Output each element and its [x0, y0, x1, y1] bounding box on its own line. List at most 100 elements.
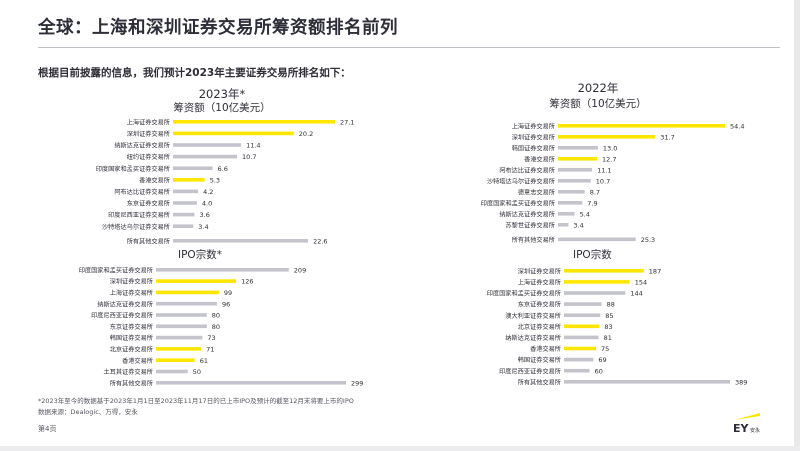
logo-text: EY — [733, 422, 750, 434]
bar — [156, 335, 203, 340]
bar — [156, 347, 202, 351]
value-label: 6.6 — [218, 165, 228, 173]
category-label: 印度尼西亚证券交易所 — [499, 367, 561, 375]
value-label: 31.7 — [660, 133, 674, 141]
value-label: 4.0 — [202, 200, 212, 208]
chart-subtitle: 筹资额（10亿美元） — [173, 101, 270, 114]
category-label: 印度尼西亚证券交易所 — [91, 312, 153, 320]
value-label: 389 — [735, 378, 747, 386]
category-label: 上海证券交易所 — [518, 279, 561, 287]
bar — [564, 380, 730, 384]
category-label: 北京证券交易所 — [518, 323, 561, 331]
bar — [173, 131, 294, 136]
bar — [564, 357, 594, 362]
category-label: 土耳其证券交易所 — [104, 368, 154, 376]
category-label: 纳斯达克证券交易所 — [505, 334, 561, 342]
value-label: 80 — [212, 323, 220, 331]
value-label: 154 — [635, 279, 647, 287]
value-label: 69 — [598, 356, 606, 364]
category-label: 深圳证券交易所 — [518, 267, 561, 275]
value-label: 5.3 — [210, 176, 220, 184]
bar — [558, 168, 593, 172]
category-label: 深圳证券交易所 — [110, 278, 153, 286]
ey-logo: EY 安永 — [733, 413, 760, 434]
value-label: 209 — [294, 266, 306, 274]
bar — [564, 335, 599, 340]
value-label: 10.7 — [242, 153, 256, 161]
category-label: 上海证券交易所 — [127, 118, 170, 126]
logo-subtext: 安永 — [750, 427, 760, 434]
value-label: 187 — [649, 267, 661, 275]
bar — [156, 369, 188, 374]
bar — [173, 154, 237, 159]
bar — [156, 324, 207, 329]
category-label: 香港交易所 — [122, 357, 153, 365]
bar — [558, 223, 569, 227]
value-label: 54.4 — [730, 122, 744, 130]
category-label: 纳斯达克证券交易所 — [97, 300, 153, 308]
category-label: 所有其他交易所 — [110, 379, 153, 387]
value-label: 20.2 — [299, 130, 313, 138]
bar — [173, 178, 205, 182]
bar — [564, 269, 644, 273]
page-number: 第4页 — [38, 425, 57, 433]
category-label: 印度国家和孟买证券交易所 — [96, 165, 170, 173]
category-label: 纳斯达克证券交易所 — [499, 210, 555, 218]
bar — [156, 279, 237, 283]
bar — [564, 313, 601, 317]
category-label: 沙特塔达乌尔证券交易所 — [102, 223, 170, 231]
value-label: 83 — [604, 323, 612, 331]
bar — [173, 224, 194, 228]
category-label: 纽约证券交易所 — [127, 153, 170, 161]
bar — [564, 368, 590, 373]
bar — [558, 135, 656, 139]
value-label: 5.4 — [580, 210, 590, 218]
category-label: 阿布达比证券交易所 — [499, 166, 555, 174]
category-label: 纳斯达克证券交易所 — [114, 142, 170, 150]
value-label: 11.4 — [246, 142, 260, 150]
value-label: 11.1 — [597, 166, 611, 174]
bar — [564, 346, 596, 351]
value-label: 99 — [224, 289, 232, 297]
category-label: 印度国家和孟买证券交易所 — [487, 290, 561, 298]
category-label: 东京证券交易所 — [127, 200, 170, 208]
chart-title: 2023年* — [199, 87, 246, 101]
value-label: 61 — [200, 357, 208, 365]
bar — [558, 201, 583, 205]
chart-subtitle: IPO宗数 — [573, 248, 612, 261]
bar — [156, 268, 289, 272]
slide-edge-bottom — [0, 446, 800, 451]
bar — [564, 302, 602, 306]
value-label: 8.7 — [590, 188, 600, 196]
value-label: 75 — [601, 345, 609, 353]
value-label: 126 — [241, 278, 253, 286]
category-label: 所有其他交易所 — [127, 237, 170, 245]
value-label: 60 — [595, 367, 603, 375]
value-label: 3.4 — [198, 223, 208, 231]
category-label: 韩国证券交易所 — [518, 356, 561, 364]
category-label: 上海证券交易所 — [110, 289, 153, 297]
bar — [173, 212, 195, 217]
value-label: 3.6 — [200, 211, 210, 219]
value-label: 81 — [604, 334, 612, 342]
bar — [564, 291, 626, 295]
value-label: 12.7 — [602, 155, 616, 163]
bar — [558, 179, 591, 183]
bar — [564, 280, 630, 284]
bar — [558, 157, 597, 161]
value-label: 4.2 — [203, 188, 213, 196]
category-label: 东京证券交易所 — [518, 301, 561, 309]
value-label: 50 — [193, 368, 201, 376]
value-label: 71 — [206, 346, 214, 354]
category-label: 韩国证券交易所 — [512, 144, 555, 152]
chart-subtitle: 筹资额（10亿美元） — [549, 97, 646, 110]
chart-subtitle: IPO宗数* — [178, 248, 222, 261]
category-label: 苏黎世证券交易所 — [506, 221, 556, 229]
value-label: 10.7 — [596, 177, 610, 185]
category-label: 德意志交易所 — [518, 188, 555, 196]
footnote-source: 数据来源：Dealogic、万得，安永 — [38, 408, 138, 416]
value-label: 13.0 — [603, 144, 617, 152]
bar — [173, 120, 335, 124]
